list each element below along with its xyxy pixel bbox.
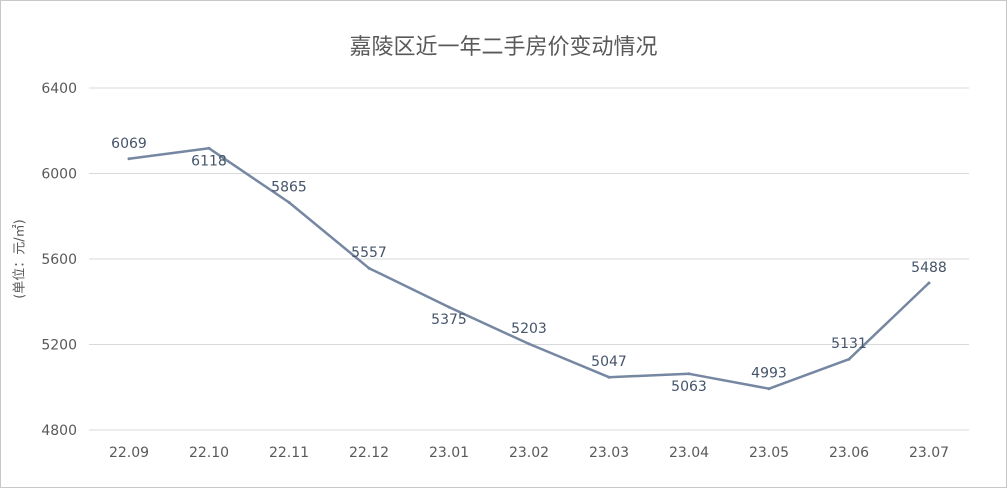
x-tick-label: 23.03 [589,445,629,461]
y-tick-label: 6400 [41,81,77,97]
data-label: 5557 [351,245,387,261]
data-label: 5865 [271,179,307,195]
x-tick-label: 23.07 [909,445,949,461]
data-point [527,342,531,346]
data-label: 6118 [191,153,227,169]
x-tick-label: 23.06 [829,445,869,461]
x-tick-label: 22.10 [189,445,229,461]
data-point [367,266,371,270]
x-tick-label: 23.04 [669,445,709,461]
x-tick-label: 23.01 [429,445,469,461]
y-tick-label: 5200 [41,338,77,354]
data-label: 5063 [671,379,707,395]
y-tick-label: 4800 [41,423,77,439]
data-point [767,387,771,391]
x-tick-label: 22.11 [269,445,309,461]
data-label: 4993 [751,366,787,382]
data-label: 5203 [511,321,547,337]
data-label: 5488 [911,260,947,276]
x-tick-label: 22.12 [349,445,389,461]
y-tick-label: 6000 [41,167,77,183]
series-line [127,147,931,390]
data-point [687,372,691,376]
data-label: 5047 [591,354,627,370]
y-tick-label: 5600 [41,252,77,268]
data-point [847,357,851,361]
data-point [287,200,291,204]
data-label: 6069 [111,136,147,152]
data-point [447,305,451,309]
data-point [127,157,131,161]
data-point [927,281,931,285]
data-point [607,375,611,379]
data-label: 5375 [431,312,467,328]
data-point [207,146,211,150]
x-tick-label: 22.09 [109,445,149,461]
x-tick-label: 23.02 [509,445,549,461]
data-label: 5131 [831,336,867,352]
x-tick-label: 23.05 [749,445,789,461]
chart-title: 嘉陵区近一年二手房价变动情况 [349,35,658,60]
